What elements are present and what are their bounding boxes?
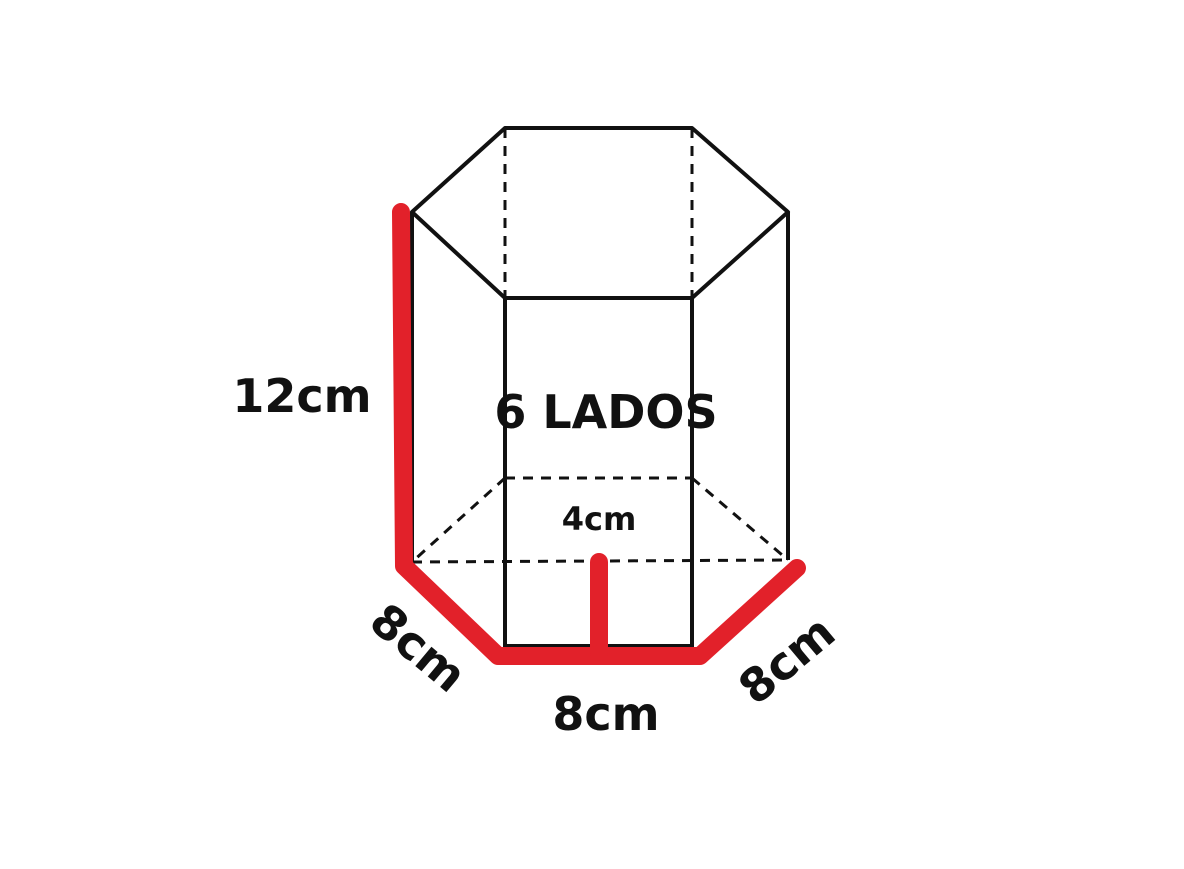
hidden-edges	[410, 128, 789, 564]
side-bottom-label: 8cm	[552, 687, 659, 741]
height-and-base-highlight	[392, 203, 806, 665]
hidden-base-edge-back-left	[410, 476, 507, 564]
apothem-label: 4cm	[562, 500, 637, 538]
top-hexagon-face	[410, 126, 790, 300]
highlighted-measures	[392, 203, 806, 665]
center-title: 6 LADOS	[494, 385, 717, 439]
height-label: 12cm	[232, 369, 371, 423]
hidden-base-edge-back-right	[691, 476, 789, 562]
